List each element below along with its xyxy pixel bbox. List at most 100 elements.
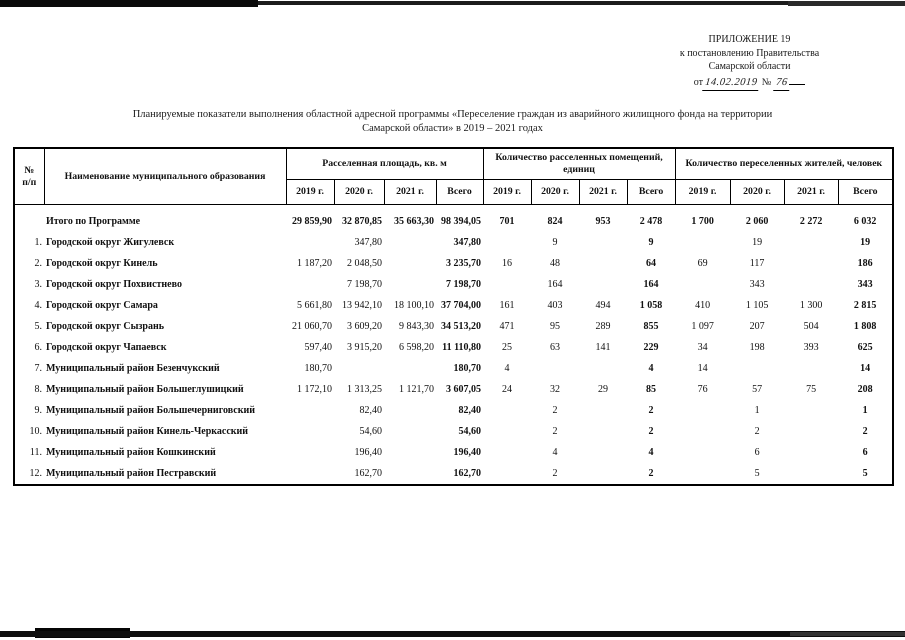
number-sign: № (761, 76, 772, 88)
value-cell: 229 (643, 342, 659, 353)
table-header: № п/п Наименование муниципального образо… (13, 147, 894, 205)
value-cell: 2 (648, 468, 654, 479)
value-cell: 16 (502, 258, 513, 269)
value-cell: 207 (749, 321, 765, 332)
value-cell: 1 187,20 (297, 258, 332, 269)
value-cell: 6 032 (853, 216, 877, 227)
value-cell (286, 463, 334, 485)
col-header-year: 2019 г. (482, 179, 532, 205)
value-cell (384, 274, 436, 295)
value-cell: 186 (857, 258, 873, 269)
value-cell (384, 253, 436, 274)
value-cell (675, 274, 730, 295)
col-header-total: Всего (626, 179, 676, 205)
value-cell: 208 (857, 384, 873, 395)
value-cell: 19 (860, 237, 871, 248)
value-cell (784, 463, 838, 485)
value-cell: 54,60 (458, 426, 482, 437)
value-cell: 2 478 (639, 216, 663, 227)
value-cell: 196,40 (453, 447, 482, 458)
value-cell: 98 394,05 (441, 216, 482, 227)
value-cell (334, 358, 384, 379)
value-cell: 343 (857, 279, 873, 290)
municipality-name: Муниципальный район Большечерниговский (46, 405, 255, 416)
municipality-name: Городской округ Кинель (46, 258, 158, 269)
value-cell (784, 274, 838, 295)
handwritten-number: 76 (773, 75, 791, 90)
value-cell: 117 (749, 258, 765, 269)
value-cell (579, 274, 627, 295)
value-cell: 198 (749, 342, 765, 353)
value-cell: 2 (552, 405, 558, 416)
value-cell: 85 (646, 384, 657, 395)
value-cell (784, 442, 838, 463)
value-cell: 161 (499, 300, 515, 311)
underline-tail (789, 75, 806, 85)
col-header-year: 2020 г. (729, 179, 785, 205)
value-cell (579, 442, 627, 463)
handwritten-date: 14.02.2019 (702, 75, 760, 90)
col-group-people: Количество переселенных жителей, человек (674, 147, 894, 180)
value-cell: 347,80 (453, 237, 482, 248)
value-cell: 701 (499, 216, 515, 227)
municipality-name: Городской округ Жигулевск (46, 237, 175, 248)
value-cell (579, 400, 627, 421)
col-header-year: 2019 г. (674, 179, 731, 205)
value-cell (286, 442, 334, 463)
col-header-total: Всего (837, 179, 894, 205)
row-number: 6. (34, 342, 43, 353)
scan-artifact-bottom (0, 631, 905, 637)
value-cell: 2 (754, 426, 760, 437)
col-header-number: № п/п (13, 147, 45, 205)
value-cell: 19 (752, 237, 763, 248)
value-cell (286, 400, 334, 421)
table-body: Итого по Программе 29 859,90 32 870,85 35 6… (14, 205, 893, 486)
value-cell (675, 232, 730, 253)
value-cell: 1 313,25 (347, 384, 382, 395)
table-row: 12. Муниципальный район Пестравский 162,70… (14, 463, 893, 485)
municipality-name: Городской округ Самара (46, 300, 158, 311)
value-cell: 1 058 (639, 300, 663, 311)
value-cell: 11 110,80 (442, 342, 482, 353)
value-cell (384, 421, 436, 442)
row-number: 11. (29, 447, 42, 458)
value-cell: 824 (547, 216, 563, 227)
value-cell: 3 235,70 (446, 258, 482, 269)
value-cell: 196,40 (354, 447, 383, 458)
value-cell (483, 400, 531, 421)
row-number: 12. (29, 468, 43, 479)
value-cell: 32 (550, 384, 561, 395)
value-cell: 1 172,10 (297, 384, 332, 395)
value-cell: 289 (595, 321, 611, 332)
value-cell: 410 (695, 300, 711, 311)
value-cell: 2 (552, 468, 558, 479)
value-cell: 2 (552, 426, 558, 437)
table-row: 9. Муниципальный район Большечерниговский… (14, 400, 893, 421)
value-cell: 54,60 (359, 426, 383, 437)
value-cell: 2 815 (853, 300, 877, 311)
value-cell: 69 (697, 258, 708, 269)
header-year-row: 2019 г. 2020 г. 2021 г. Всего 2019 г. 20… (14, 179, 894, 205)
value-cell (384, 463, 436, 485)
value-cell: 9 (648, 237, 654, 248)
value-cell (384, 400, 436, 421)
row-number: 4. (34, 300, 43, 311)
value-cell (286, 274, 334, 295)
value-cell: 5 661,80 (297, 300, 332, 311)
value-cell (675, 463, 730, 485)
value-cell (784, 232, 838, 253)
value-cell: 13 942,10 (342, 300, 382, 311)
col-header-total: Всего (435, 179, 484, 205)
value-cell: 1 808 (853, 321, 877, 332)
value-cell: 9 843,30 (399, 321, 434, 332)
row-number: 8. (34, 384, 43, 395)
value-cell: 855 (643, 321, 659, 332)
value-cell: 34 (697, 342, 708, 353)
value-cell: 6 598,20 (399, 342, 434, 353)
value-cell (579, 232, 627, 253)
value-cell: 64 (646, 258, 657, 269)
value-cell (784, 253, 838, 274)
value-cell: 6 (754, 447, 760, 458)
value-cell: 3 609,20 (347, 321, 382, 332)
